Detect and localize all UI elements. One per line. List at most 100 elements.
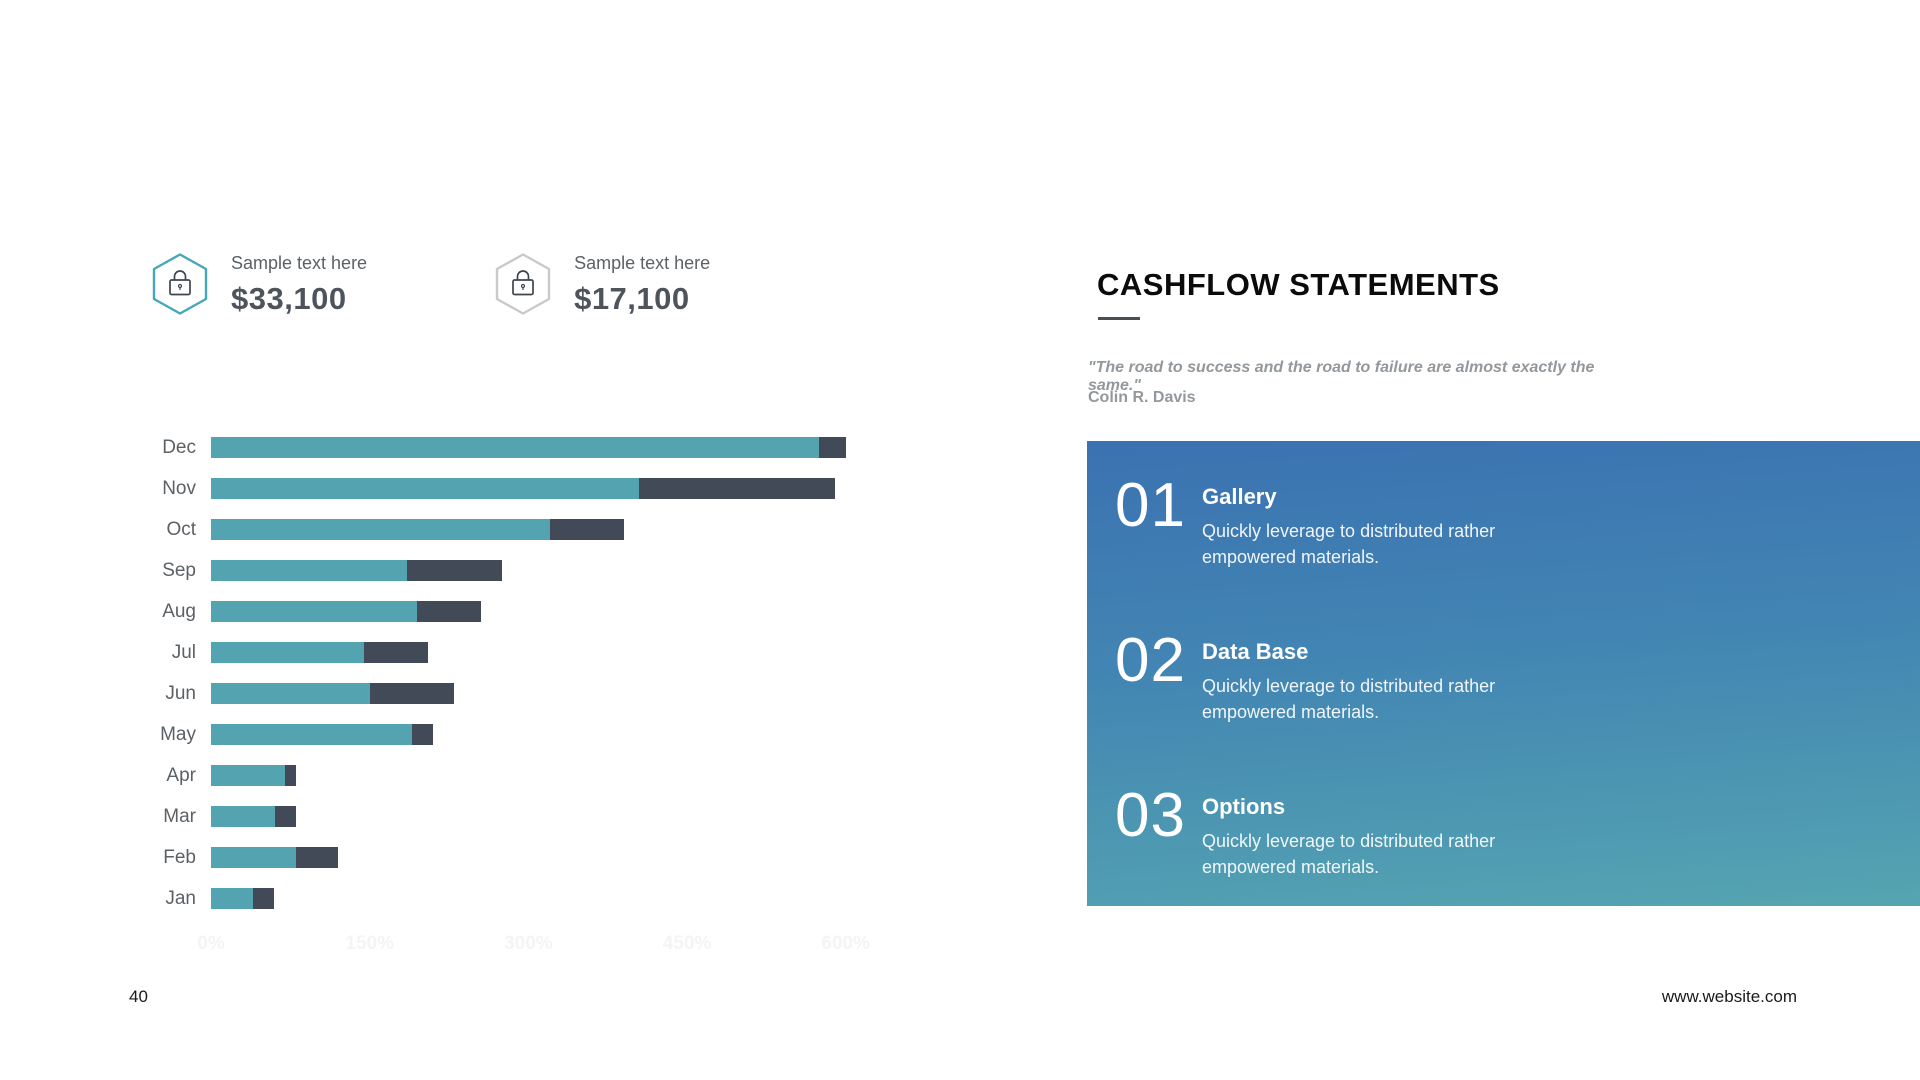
bar-segment-series-1 [211, 478, 640, 499]
bar-segment-series-1 [211, 683, 370, 704]
stat-label: Sample text here [574, 253, 711, 273]
bar-segment-series-1 [211, 888, 254, 909]
bar-segment-series-2 [274, 806, 296, 827]
panel-item-gallery: 01 Gallery Quickly leverage to distribut… [1087, 471, 1542, 570]
panel-item-options: 03 Options Quickly leverage to distribut… [1087, 781, 1542, 880]
bar-segment-series-2 [295, 847, 338, 868]
category-label: Apr [166, 764, 196, 786]
bar-track [211, 601, 851, 622]
bar-segment-series-1 [211, 642, 365, 663]
bar-track [211, 437, 851, 458]
x-axis-tick: 0% [197, 933, 225, 954]
bar-segment-series-2 [819, 437, 846, 458]
chart-row-mar: Mar [126, 796, 866, 837]
item-description: Quickly leverage to distributed rather e… [1202, 676, 1496, 722]
bar-segment-series-2 [285, 765, 296, 786]
bar-segment-series-1 [211, 519, 550, 540]
bar-track [211, 560, 851, 581]
page-number: 40 [129, 987, 148, 1006]
bar-segment-series-2 [406, 560, 502, 581]
category-label: Nov [162, 477, 196, 499]
chart-row-jan: Jan [126, 878, 866, 919]
title-divider [1098, 317, 1140, 320]
category-label: Mar [163, 805, 196, 827]
bar-track [211, 519, 851, 540]
bar-segment-series-1 [211, 847, 296, 868]
bar-track [211, 765, 851, 786]
chart-row-oct: Oct [126, 509, 866, 550]
quote-text: "The road to success and the road to fai… [1088, 359, 1595, 394]
category-label: Sep [162, 559, 196, 581]
chart-row-may: May [126, 714, 866, 755]
bar-track [211, 724, 851, 745]
item-text: Gallery Quickly leverage to distributed … [1202, 483, 1542, 570]
chart-row-jul: Jul [126, 632, 866, 673]
item-title: Gallery [1202, 484, 1277, 509]
item-description: Quickly leverage to distributed rather e… [1202, 831, 1496, 877]
category-label: Jun [165, 682, 196, 704]
item-text: Options Quickly leverage to distributed … [1202, 793, 1542, 880]
bar-segment-series-1 [211, 601, 418, 622]
category-label: Oct [166, 518, 196, 540]
hexagon-lock-icon [152, 253, 208, 315]
item-number: 03 [1115, 781, 1186, 850]
stat-value: $17,100 [574, 281, 690, 316]
chart-row-jun: Jun [126, 673, 866, 714]
bar-segment-series-1 [211, 765, 285, 786]
bar-segment-series-2 [253, 888, 275, 909]
bar-segment-series-2 [412, 724, 434, 745]
page-title: CASHFLOW STATEMENTS [1097, 266, 1500, 302]
item-title: Data Base [1202, 639, 1309, 664]
stats-row: Sample text here $33,100 Sample text her… [152, 253, 710, 316]
bar-track [211, 642, 851, 663]
x-axis-tick: 450% [662, 933, 712, 954]
bar-segment-series-2 [364, 642, 428, 663]
chart-rows: Dec Nov Oct Sep Aug Jul Jun May Apr Mar … [126, 427, 866, 919]
stat-label: Sample text here [231, 253, 368, 273]
stat-value: $33,100 [231, 281, 347, 316]
item-number: 02 [1115, 626, 1186, 695]
feature-panel: 01 Gallery Quickly leverage to distribut… [1087, 441, 1920, 906]
hexagon-lock-icon [495, 253, 551, 315]
chart-row-nov: Nov [126, 468, 866, 509]
item-description: Quickly leverage to distributed rather e… [1202, 521, 1496, 567]
bar-track [211, 806, 851, 827]
bar-segment-series-2 [639, 478, 836, 499]
bar-segment-series-1 [211, 560, 407, 581]
stat-2: Sample text here $17,100 [495, 253, 710, 316]
category-label: Dec [162, 436, 196, 458]
website-url: www.website.com [1661, 987, 1797, 1006]
category-label: Feb [163, 846, 196, 868]
item-number: 01 [1115, 471, 1186, 540]
category-label: Jul [171, 641, 196, 663]
category-label: Jan [165, 887, 196, 909]
bar-segment-series-2 [549, 519, 624, 540]
chart-row-sep: Sep [126, 550, 866, 591]
chart-row-apr: Apr [126, 755, 866, 796]
x-axis-tick: 150% [345, 933, 394, 954]
x-axis-tick: 300% [504, 933, 553, 954]
category-label: Aug [162, 600, 196, 622]
chart-row-dec: Dec [126, 427, 866, 468]
bar-segment-series-2 [369, 683, 455, 704]
item-title: Options [1202, 794, 1286, 819]
chart-row-aug: Aug [126, 591, 866, 632]
stat-1: Sample text here $33,100 [152, 253, 367, 316]
panel-item-data-base: 02 Data Base Quickly leverage to distrib… [1087, 626, 1542, 725]
bar-segment-series-1 [211, 724, 412, 745]
chart-x-axis: 0% 150% 300% 450% 600% [197, 933, 870, 957]
cashflow-bar-chart: Dec Nov Oct Sep Aug Jul Jun May Apr Mar … [126, 427, 870, 957]
x-axis-tick: 600% [821, 933, 870, 954]
stat-text: Sample text here $17,100 [574, 253, 710, 316]
quote-author: Colin R. Davis [1088, 389, 1196, 406]
bar-track [211, 847, 851, 868]
bar-track [211, 478, 851, 499]
category-label: May [160, 723, 196, 745]
bar-segment-series-2 [417, 601, 481, 622]
bar-track [211, 888, 851, 909]
bar-track [211, 683, 851, 704]
item-text: Data Base Quickly leverage to distribute… [1202, 638, 1542, 725]
bar-segment-series-1 [211, 806, 275, 827]
bar-segment-series-1 [211, 437, 820, 458]
chart-row-feb: Feb [126, 837, 866, 878]
